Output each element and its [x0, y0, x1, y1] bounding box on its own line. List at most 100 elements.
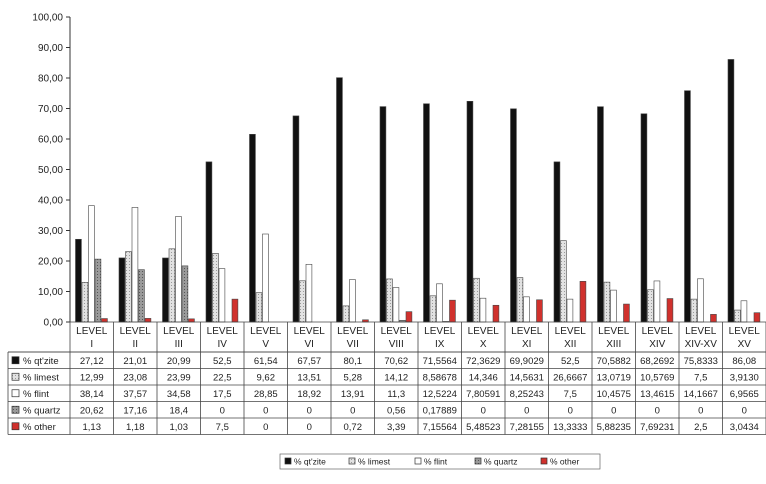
data-label: 0 [263, 405, 268, 416]
bar [685, 91, 691, 322]
data-label: 0 [568, 405, 573, 416]
data-label: 71,5564 [423, 356, 457, 367]
bar [493, 305, 499, 322]
x-tick-label: XV [738, 339, 752, 350]
data-label: 14,1667 [684, 389, 718, 400]
y-tick-label: 40,00 [38, 196, 63, 207]
bar [648, 290, 654, 322]
data-label: 9,62 [257, 372, 276, 383]
data-label: 0 [307, 422, 312, 433]
data-label: 0 [350, 405, 355, 416]
bar [337, 78, 343, 322]
data-label: 61,54 [254, 356, 278, 367]
bar [250, 134, 256, 322]
legend-key [12, 423, 19, 430]
bar [102, 319, 108, 322]
data-label: 0 [655, 405, 660, 416]
x-tick-label: LEVEL [468, 326, 500, 337]
bar [182, 266, 188, 322]
legend-entry: % flint [424, 457, 448, 467]
bar [624, 304, 630, 322]
data-label: 7,5 [694, 372, 707, 383]
data-label: 1,18 [126, 422, 145, 433]
data-label: 10,4575 [597, 389, 631, 400]
bar [387, 279, 393, 322]
bar [728, 59, 734, 322]
x-tick-label: LEVEL [381, 326, 413, 337]
bar [82, 282, 88, 322]
bar [641, 114, 647, 322]
data-label: 7,28155 [510, 422, 544, 433]
data-label: 0 [742, 405, 747, 416]
legend-key [285, 458, 291, 464]
y-tick-label: 10,00 [38, 287, 63, 298]
data-label: 14,5631 [510, 372, 544, 383]
series-row-label: % flint [23, 389, 49, 400]
data-label: 10,5769 [640, 372, 674, 383]
data-label: 18,4 [170, 405, 189, 416]
bar [604, 282, 610, 322]
data-label: 52,5 [213, 356, 232, 367]
data-label: 5,88235 [597, 422, 631, 433]
data-label: 17,5 [213, 389, 232, 400]
legend-entry: % other [550, 457, 579, 467]
x-tick-label: XIV [649, 339, 665, 350]
bar [126, 252, 132, 322]
bar [89, 206, 95, 322]
x-tick-label: V [262, 339, 269, 350]
x-tick-label: LEVEL [555, 326, 587, 337]
bar [537, 300, 543, 322]
bar [524, 297, 530, 322]
bar [256, 293, 262, 322]
bar [393, 288, 399, 322]
y-tick-label: 30,00 [38, 226, 63, 237]
bar [698, 279, 704, 322]
data-label: 2,5 [694, 422, 707, 433]
x-tick-label: LEVEL [294, 326, 326, 337]
data-label: 68,2692 [640, 356, 674, 367]
x-tick-label: XIII [606, 339, 621, 350]
data-label: 21,01 [123, 356, 147, 367]
data-label: 5,48523 [466, 422, 500, 433]
x-tick-label: I [90, 339, 93, 350]
legend-key [475, 458, 481, 464]
x-tick-label: LEVEL [598, 326, 630, 337]
data-label: 13,91 [341, 389, 365, 400]
x-tick-label: II [132, 339, 138, 350]
data-label: 11,3 [387, 389, 405, 400]
data-label: 22,5 [213, 372, 232, 383]
bar [189, 319, 195, 322]
bar [219, 269, 225, 322]
x-tick-label: LEVEL [424, 326, 456, 337]
data-label: 0,56 [387, 405, 406, 416]
bar [561, 241, 567, 322]
bar [598, 107, 604, 322]
data-label: 26,6667 [553, 372, 587, 383]
bar [711, 314, 717, 322]
series-row-label: % limest [23, 372, 59, 383]
data-label: 7,15564 [423, 422, 457, 433]
data-label: 72,3629 [466, 356, 500, 367]
data-label: 18,92 [297, 389, 321, 400]
bar [511, 109, 517, 322]
bar [424, 104, 430, 322]
data-label: 13,3333 [553, 422, 587, 433]
data-label: 20,62 [80, 405, 104, 416]
data-label: 8,58678 [423, 372, 457, 383]
bar [132, 207, 138, 322]
x-tick-label: LEVEL [685, 326, 717, 337]
data-label: 0 [263, 422, 268, 433]
data-label: 23,99 [167, 372, 191, 383]
data-label: 69,9029 [510, 356, 544, 367]
bar [735, 310, 741, 322]
data-label: 3,0434 [730, 422, 759, 433]
y-tick-label: 20,00 [38, 257, 63, 268]
data-label: 12,5224 [423, 389, 457, 400]
bar [467, 101, 473, 322]
series-row-label: % qt'zite [23, 356, 59, 367]
data-label: 7,5 [564, 389, 577, 400]
x-tick-label: LEVEL [207, 326, 239, 337]
x-tick-label: LEVEL [250, 326, 282, 337]
x-tick-label: XI [522, 339, 531, 350]
